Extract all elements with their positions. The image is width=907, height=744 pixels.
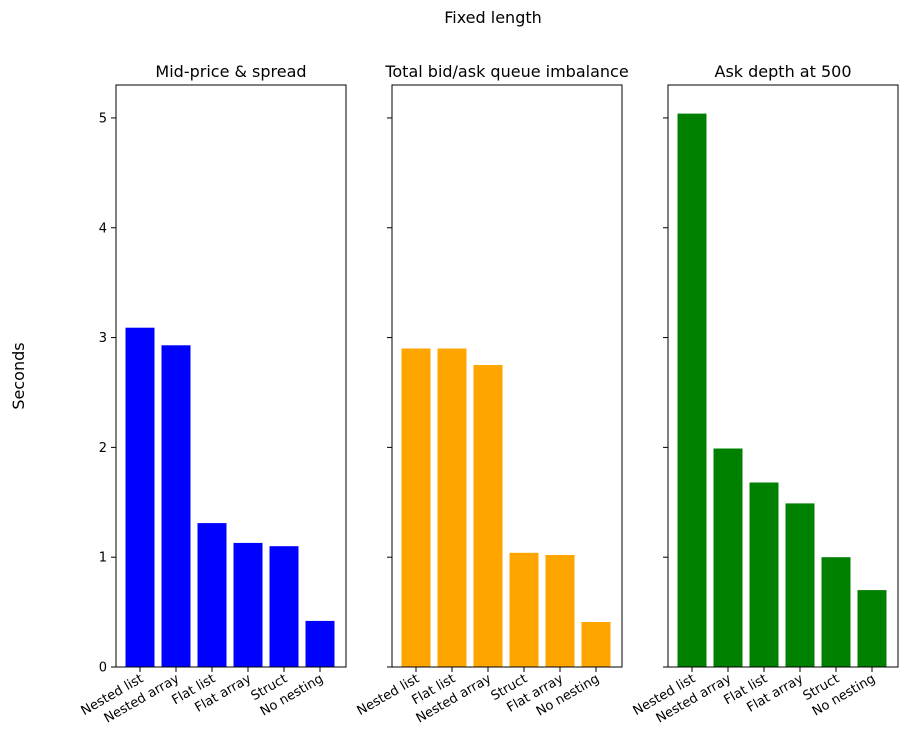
bar bbox=[509, 552, 539, 667]
bar bbox=[713, 448, 743, 667]
y-tick-label: 4 bbox=[99, 221, 107, 236]
bar bbox=[473, 365, 503, 667]
bar bbox=[305, 620, 335, 667]
bar bbox=[821, 557, 851, 667]
y-tick-label: 2 bbox=[99, 441, 107, 456]
bar bbox=[437, 348, 467, 667]
subplot-title: Mid-price & spread bbox=[155, 62, 306, 81]
y-tick-label: 3 bbox=[99, 331, 107, 346]
bar bbox=[785, 503, 815, 667]
y-tick-label: 5 bbox=[99, 111, 107, 126]
bar bbox=[401, 348, 431, 667]
axes-frame bbox=[391, 84, 623, 668]
subplot-title: Total bid/ask queue imbalance bbox=[384, 62, 628, 81]
y-tick-label: 0 bbox=[99, 661, 107, 676]
bar bbox=[677, 113, 707, 668]
y-axis-label: Seconds bbox=[9, 342, 28, 409]
y-tick-label: 1 bbox=[99, 551, 107, 566]
bar bbox=[269, 546, 299, 667]
bar bbox=[161, 345, 191, 667]
bar bbox=[581, 622, 611, 667]
bar bbox=[197, 523, 227, 667]
bar bbox=[125, 327, 155, 667]
bar bbox=[749, 482, 779, 667]
bar bbox=[857, 590, 887, 667]
bar bbox=[233, 542, 263, 667]
axes-frame bbox=[115, 84, 347, 668]
bar bbox=[545, 555, 575, 667]
axes-frame bbox=[667, 84, 899, 668]
figure-suptitle: Fixed length bbox=[444, 8, 542, 27]
subplot-title: Ask depth at 500 bbox=[715, 62, 852, 81]
